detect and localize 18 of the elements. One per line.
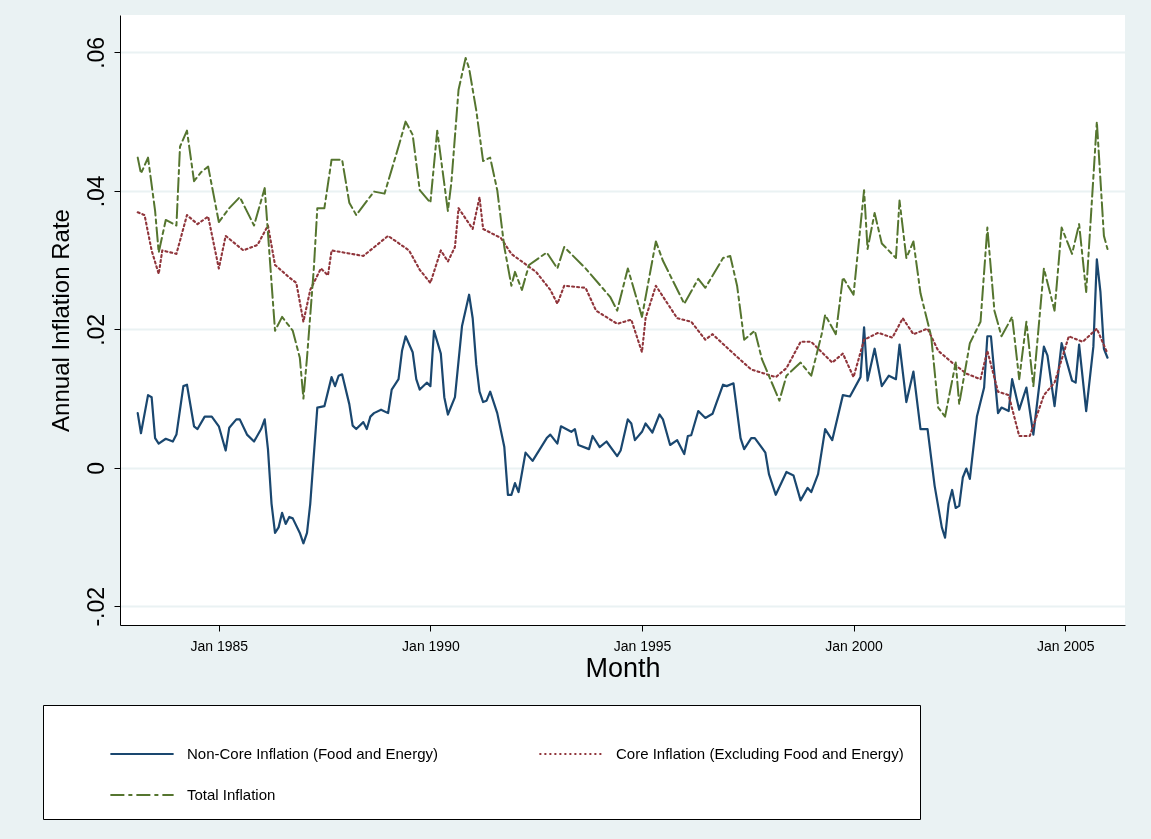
legend-label: Total Inflation (187, 786, 276, 803)
legend-label: Core Inflation (Excluding Food and Energy) (616, 745, 904, 762)
y-axis-title: Annual Inflation Rate (46, 209, 74, 432)
legend-label: Non-Core Inflation (Food and Energy) (187, 745, 438, 762)
x-tick-label: Jan 2000 (825, 637, 884, 654)
x-tick-label: Jan 1990 (402, 637, 460, 654)
line-series (136, 196, 1109, 438)
y-tick-label: -.02 (82, 586, 109, 627)
line-series (136, 258, 1109, 545)
x-tick-label: Jan 1985 (190, 637, 249, 654)
y-tick-label: .06 (82, 36, 109, 69)
x-tick-label: Jan 2005 (1036, 637, 1095, 654)
y-tick-label: .02 (82, 313, 109, 346)
x-tick-label: Jan 1995 (613, 637, 672, 654)
y-tick-label: 0 (82, 461, 109, 475)
line-series (136, 56, 1109, 418)
x-axis-title: Month (585, 652, 661, 683)
y-tick-label: .04 (82, 175, 109, 208)
